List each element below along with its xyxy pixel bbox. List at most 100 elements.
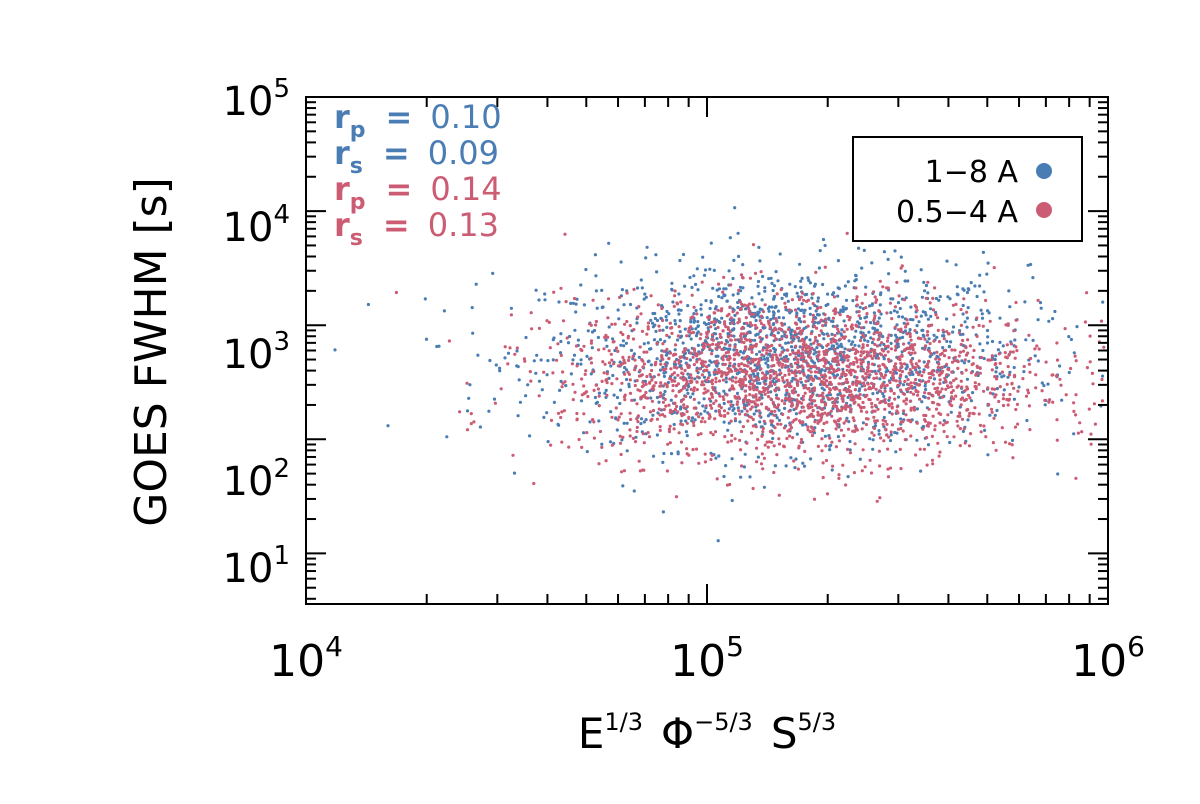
data-point-series-1 <box>866 366 870 370</box>
data-point-series-1 <box>914 453 918 457</box>
data-point-series-1 <box>845 327 849 331</box>
data-point-series-1 <box>724 325 728 329</box>
data-point-series-0 <box>981 348 985 353</box>
data-point-series-1 <box>633 368 637 372</box>
data-point-series-1 <box>676 382 681 386</box>
data-point-series-0 <box>569 301 573 305</box>
data-point-series-1 <box>847 318 851 322</box>
data-point-series-1 <box>849 373 853 377</box>
data-point-series-1 <box>813 339 818 343</box>
data-point-series-0 <box>781 316 786 320</box>
data-point-series-1 <box>793 308 798 312</box>
data-point-series-1 <box>625 319 629 324</box>
data-point-series-0 <box>556 422 560 426</box>
data-point-series-1 <box>742 400 746 404</box>
data-point-series-1 <box>1047 400 1051 404</box>
data-point-series-0 <box>854 278 858 282</box>
data-point-series-0 <box>754 409 758 413</box>
data-point-series-1 <box>596 387 601 391</box>
data-point-series-1 <box>1015 402 1020 406</box>
data-point-series-1 <box>870 356 875 360</box>
data-point-series-1 <box>998 361 1002 365</box>
data-point-series-0 <box>655 270 659 274</box>
data-point-series-1 <box>712 401 716 405</box>
data-point-series-1 <box>606 316 610 320</box>
data-point-series-0 <box>726 428 730 432</box>
data-point-series-0 <box>625 449 629 453</box>
data-point-series-0 <box>847 339 851 343</box>
data-point-series-1 <box>905 387 909 392</box>
data-point-series-1 <box>754 425 758 429</box>
data-point-series-1 <box>797 446 801 450</box>
data-point-series-0 <box>804 423 808 427</box>
data-point-series-0 <box>763 286 767 290</box>
data-point-series-1 <box>447 339 451 343</box>
data-point-series-0 <box>772 284 777 288</box>
data-point-series-1 <box>752 312 756 316</box>
data-point-series-0 <box>678 330 682 334</box>
data-point-series-0 <box>546 359 550 363</box>
data-point-series-0 <box>622 303 626 307</box>
data-point-series-0 <box>748 475 752 479</box>
annotation-rs-1-8: rs = 0.09 <box>334 134 499 179</box>
data-point-series-1 <box>718 394 722 398</box>
data-point-series-0 <box>770 281 774 285</box>
data-point-series-1 <box>713 430 718 434</box>
data-point-series-1 <box>779 422 783 426</box>
data-point-series-1 <box>866 382 870 386</box>
data-point-series-1 <box>610 415 614 419</box>
data-point-series-1 <box>728 344 732 348</box>
data-point-series-0 <box>762 485 767 489</box>
data-point-series-0 <box>655 433 660 437</box>
data-point-series-1 <box>728 361 732 365</box>
data-point-series-0 <box>720 296 724 300</box>
data-point-series-1 <box>982 389 986 393</box>
data-point-series-1 <box>685 334 689 338</box>
data-point-series-0 <box>708 359 712 363</box>
data-point-series-0 <box>777 408 781 412</box>
data-point-series-0 <box>918 370 922 374</box>
data-point-series-1 <box>796 365 800 369</box>
data-point-series-1 <box>619 330 623 335</box>
data-point-series-1 <box>1010 443 1014 447</box>
data-point-series-1 <box>769 349 773 353</box>
data-point-series-1 <box>910 362 914 366</box>
data-point-series-0 <box>1047 319 1051 323</box>
data-point-series-1 <box>660 354 664 358</box>
data-point-series-1 <box>718 332 722 336</box>
data-point-series-1 <box>650 378 654 382</box>
data-point-series-0 <box>619 260 623 264</box>
data-point-series-0 <box>1038 301 1043 305</box>
data-point-series-1 <box>821 380 825 384</box>
data-point-series-1 <box>810 399 814 403</box>
data-point-series-1 <box>855 360 859 364</box>
data-point-series-1 <box>646 327 650 331</box>
data-point-series-1 <box>987 403 991 407</box>
data-point-series-0 <box>724 380 728 384</box>
data-point-series-1 <box>861 375 865 379</box>
data-point-series-1 <box>750 405 754 409</box>
data-point-series-1 <box>738 412 742 416</box>
data-point-series-1 <box>846 358 850 362</box>
data-point-series-1 <box>772 444 776 448</box>
data-point-series-0 <box>896 301 901 305</box>
data-point-series-1 <box>813 370 818 374</box>
data-point-series-1 <box>616 418 620 422</box>
data-point-series-0 <box>857 246 861 250</box>
data-point-series-0 <box>898 306 902 311</box>
data-point-series-1 <box>661 318 665 323</box>
data-point-series-0 <box>836 393 840 397</box>
data-point-series-0 <box>662 451 666 456</box>
data-point-series-1 <box>851 382 855 386</box>
data-point-series-1 <box>825 413 829 417</box>
data-point-series-1 <box>793 331 797 335</box>
data-point-series-0 <box>498 369 502 373</box>
data-point-series-1 <box>794 344 798 348</box>
data-point-series-1 <box>974 373 978 377</box>
data-point-series-1 <box>860 469 864 473</box>
data-point-series-1 <box>612 362 616 366</box>
data-point-series-1 <box>1006 322 1010 326</box>
data-point-series-0 <box>761 274 765 279</box>
data-point-series-0 <box>762 326 766 330</box>
data-point-series-1 <box>786 327 791 332</box>
